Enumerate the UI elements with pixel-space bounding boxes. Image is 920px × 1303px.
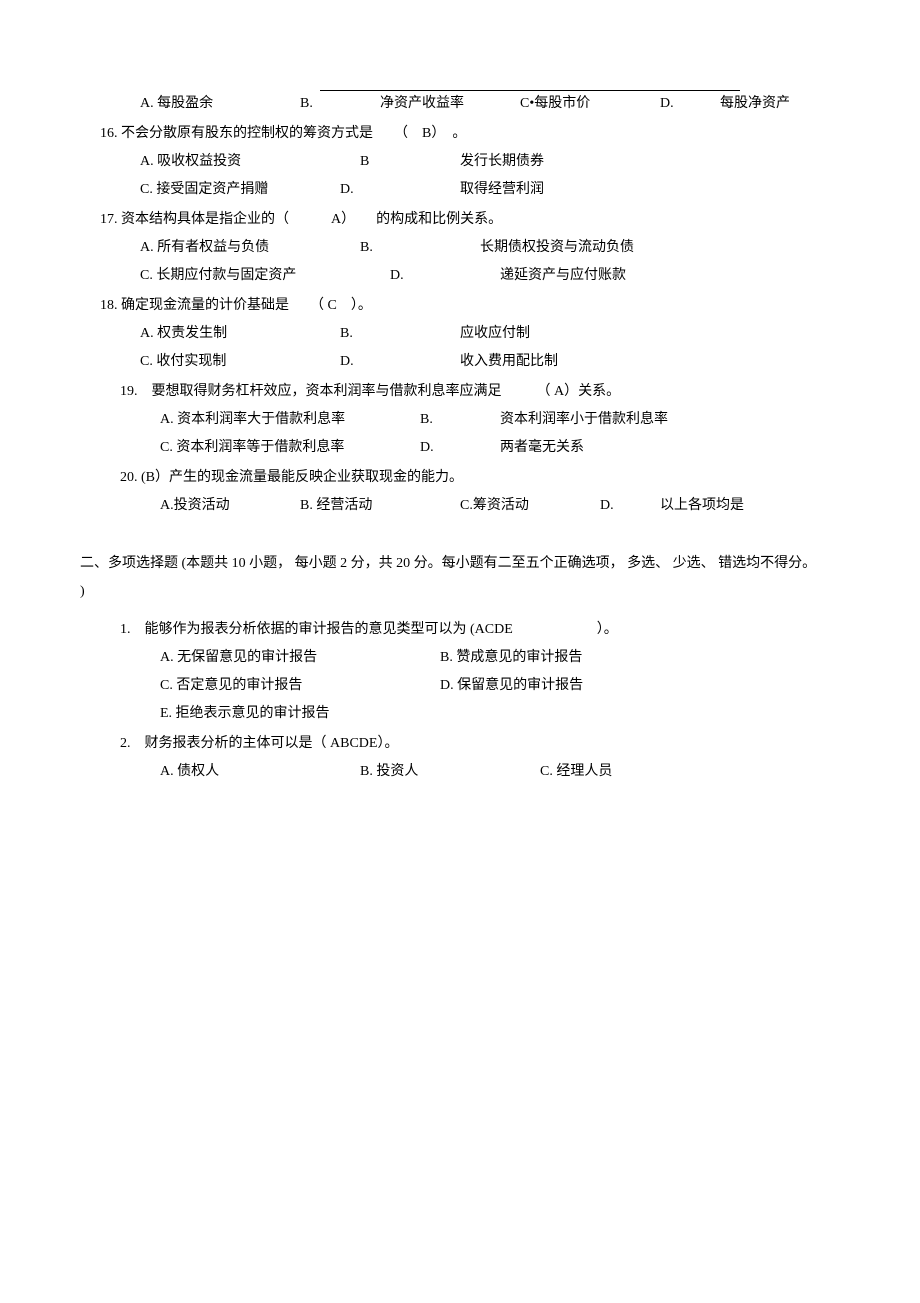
question-2-2: 2. 财务报表分析的主体可以是（ ABCDE）。 A. 债权人 B. 投资人 C… xyxy=(100,730,820,786)
q2-1-row2: C. 否定意见的审计报告 D. 保留意见的审计报告 xyxy=(120,672,820,700)
q18-opt-b-label: B. xyxy=(340,320,460,348)
q15-opt-b-text: 净资产收益率 xyxy=(380,90,520,118)
question-17: 17. 资本结构具体是指企业的（ A） 的构成和比例关系。 A. 所有者权益与负… xyxy=(100,206,820,290)
q2-1-opt-c: C. 否定意见的审计报告 xyxy=(160,672,440,700)
q19-opt-a: A. 资本利润率大于借款利息率 xyxy=(160,406,420,434)
q17-opt-b-text: 长期债权投资与流动负债 xyxy=(480,234,634,262)
q2-2-opt-a: A. 债权人 xyxy=(160,758,360,786)
q19-row1: A. 资本利润率大于借款利息率 B. 资本利润率小于借款利息率 xyxy=(120,406,820,434)
q19-opt-d-text: 两者毫无关系 xyxy=(500,434,584,462)
q18-opt-d-text: 收入费用配比制 xyxy=(460,348,558,376)
q18-opt-a: A. 权责发生制 xyxy=(140,320,340,348)
section-2-title: 二、多项选择题 (本题共 10 小题， 每小题 2 分，共 20 分。每小题有二… xyxy=(80,550,820,606)
q17-row2: C. 长期应付款与固定资产 D. 递延资产与应付账款 xyxy=(100,262,820,290)
q2-1-text: 1. 能够作为报表分析依据的审计报告的意见类型可以为 (ACDE ）。 xyxy=(120,616,820,644)
q19-opt-b-text: 资本利润率小于借款利息率 xyxy=(500,406,668,434)
q2-1-opt-b: B. 赞成意见的审计报告 xyxy=(440,644,582,672)
q2-2-text: 2. 财务报表分析的主体可以是（ ABCDE）。 xyxy=(120,730,820,758)
q19-row2: C. 资本利润率等于借款利息率 D. 两者毫无关系 xyxy=(120,434,820,462)
q16-opt-a: A. 吸收权益投资 xyxy=(140,148,360,176)
q16-text: 16. 不会分散原有股东的控制权的筹资方式是 （ B） 。 xyxy=(100,120,820,148)
q16-row2: C. 接受固定资产捐赠 D. 取得经营利润 xyxy=(100,176,820,204)
q19-opt-b-label: B. xyxy=(420,406,500,434)
q2-1-opt-e: E. 拒绝表示意见的审计报告 xyxy=(160,700,330,728)
q17-opt-d-text: 递延资产与应付账款 xyxy=(500,262,626,290)
q17-opt-d-label: D. xyxy=(390,262,500,290)
q20-opt-c: C.筹资活动 xyxy=(460,492,600,520)
q18-row1: A. 权责发生制 B. 应收应付制 xyxy=(100,320,820,348)
q20-text: 20. (B）产生的现金流量最能反映企业获取现金的能力。 xyxy=(120,464,820,492)
q20-opt-b: B. 经营活动 xyxy=(300,492,460,520)
q18-text: 18. 确定现金流量的计价基础是 （ C ）。 xyxy=(100,292,820,320)
q2-2-opt-c: C. 经理人员 xyxy=(540,758,680,786)
q17-row1: A. 所有者权益与负债 B. 长期债权投资与流动负债 xyxy=(100,234,820,262)
q2-2-opt-b: B. 投资人 xyxy=(360,758,540,786)
q16-opt-d-text: 取得经营利润 xyxy=(460,176,544,204)
question-2-1: 1. 能够作为报表分析依据的审计报告的意见类型可以为 (ACDE ）。 A. 无… xyxy=(100,616,820,728)
q15-option-row: A. 每股盈余 B. 净资产收益率 C•每股市价 D. 每股净资产 xyxy=(100,90,820,118)
q16-row1: A. 吸收权益投资 B 发行长期债券 xyxy=(100,148,820,176)
q18-opt-d-label: D. xyxy=(340,348,460,376)
q20-opt-a: A.投资活动 xyxy=(160,492,300,520)
q20-options: A.投资活动 B. 经营活动 C.筹资活动 D. 以上各项均是 xyxy=(120,492,820,520)
question-15-options: A. 每股盈余 B. 净资产收益率 C•每股市价 D. 每股净资产 xyxy=(100,90,820,118)
q18-opt-c: C. 收付实现制 xyxy=(140,348,340,376)
q17-opt-b-label: B. xyxy=(360,234,480,262)
q17-text: 17. 资本结构具体是指企业的（ A） 的构成和比例关系。 xyxy=(100,206,820,234)
q2-1-opt-a: A. 无保留意见的审计报告 xyxy=(160,644,440,672)
q15-opt-b-label: B. xyxy=(300,90,380,118)
q15-opt-d-text: 每股净资产 xyxy=(720,90,790,118)
q19-opt-c: C. 资本利润率等于借款利息率 xyxy=(160,434,420,462)
q20-opt-d-label: D. xyxy=(600,492,660,520)
q18-opt-b-text: 应收应付制 xyxy=(460,320,530,348)
question-18: 18. 确定现金流量的计价基础是 （ C ）。 A. 权责发生制 B. 应收应付… xyxy=(100,292,820,376)
q2-1-opt-d: D. 保留意见的审计报告 xyxy=(440,672,583,700)
q17-opt-c: C. 长期应付款与固定资产 xyxy=(140,262,390,290)
question-19: 19. 要想取得财务杠杆效应，资本利润率与借款利息率应满足 （ A）关系。 A.… xyxy=(100,378,820,462)
q16-opt-b-label: B xyxy=(360,148,460,176)
q2-2-options: A. 债权人 B. 投资人 C. 经理人员 xyxy=(120,758,820,786)
q15-opt-d-label: D. xyxy=(660,90,720,118)
q19-text: 19. 要想取得财务杠杆效应，资本利润率与借款利息率应满足 （ A）关系。 xyxy=(120,378,820,406)
q2-1-row1: A. 无保留意见的审计报告 B. 赞成意见的审计报告 xyxy=(120,644,820,672)
q16-opt-c: C. 接受固定资产捐赠 xyxy=(140,176,340,204)
q19-opt-d-label: D. xyxy=(420,434,500,462)
q16-opt-d-label: D. xyxy=(340,176,460,204)
q2-1-row3: E. 拒绝表示意见的审计报告 xyxy=(120,700,820,728)
q15-opt-c: C•每股市价 xyxy=(520,90,660,118)
q17-opt-a: A. 所有者权益与负债 xyxy=(140,234,360,262)
q15-opt-a: A. 每股盈余 xyxy=(140,90,300,118)
q20-opt-d-text: 以上各项均是 xyxy=(660,492,780,520)
q18-row2: C. 收付实现制 D. 收入费用配比制 xyxy=(100,348,820,376)
question-20: 20. (B）产生的现金流量最能反映企业获取现金的能力。 A.投资活动 B. 经… xyxy=(100,464,820,520)
question-16: 16. 不会分散原有股东的控制权的筹资方式是 （ B） 。 A. 吸收权益投资 … xyxy=(100,120,820,204)
q16-opt-b-text: 发行长期债券 xyxy=(460,148,544,176)
